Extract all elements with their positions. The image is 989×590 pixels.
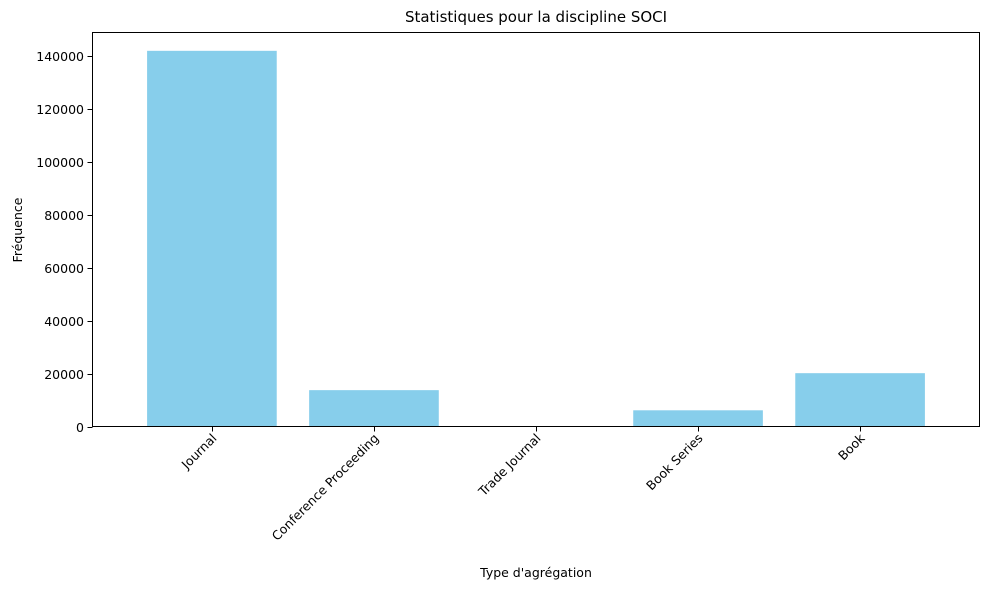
y-tick-label: 20000 — [44, 367, 84, 382]
y-tick-label: 60000 — [44, 261, 84, 276]
bar-book-series — [633, 410, 763, 427]
bars-group — [147, 50, 925, 427]
bar-book — [795, 373, 925, 427]
x-axis-label: Type d'agrégation — [479, 565, 592, 580]
y-tick-label: 140000 — [36, 49, 84, 64]
y-tick-label: 40000 — [44, 314, 84, 329]
y-tick-label: 120000 — [36, 102, 84, 117]
y-axis-label: Fréquence — [10, 197, 25, 262]
chart-title: Statistiques pour la discipline SOCI — [405, 8, 667, 26]
plot-frame — [92, 32, 980, 427]
y-axis-ticks: 0 20000 40000 60000 80000 100000 120000 140000 — [36, 49, 93, 435]
y-tick-label: 80000 — [44, 208, 84, 223]
y-tick-label: 0 — [76, 420, 84, 435]
bar-conference-proceeding — [309, 390, 439, 427]
bar-journal — [147, 50, 277, 427]
y-tick-label: 100000 — [36, 155, 84, 170]
